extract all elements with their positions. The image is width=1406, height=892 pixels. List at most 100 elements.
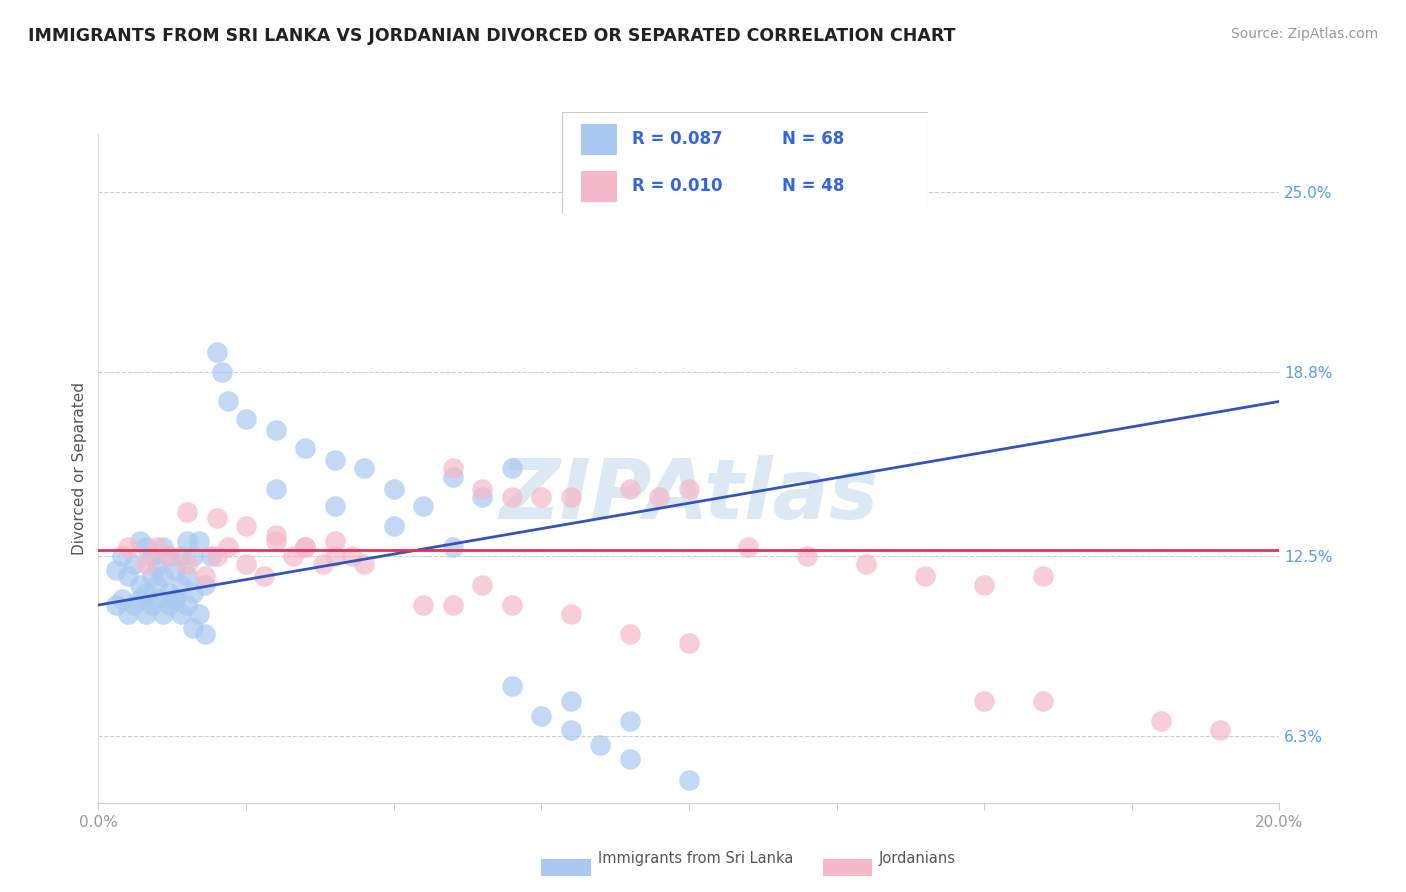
Point	[342, 549, 364, 563]
Point	[176, 569, 198, 583]
Text: Source: ZipAtlas.com: Source: ZipAtlas.com	[1230, 27, 1378, 41]
Point	[117, 540, 139, 554]
Point	[560, 607, 582, 621]
Point	[111, 592, 134, 607]
Point	[105, 563, 128, 577]
Point	[157, 549, 180, 563]
Point	[973, 577, 995, 591]
Point	[323, 549, 346, 563]
Point	[530, 708, 553, 723]
Point	[312, 558, 335, 572]
Point	[128, 592, 150, 607]
Point	[619, 482, 641, 496]
Point	[619, 714, 641, 729]
Point	[170, 607, 193, 621]
Point	[253, 569, 276, 583]
Point	[111, 549, 134, 563]
Point	[135, 586, 157, 600]
Point	[382, 519, 405, 533]
Point	[294, 540, 316, 554]
Text: Immigrants from Sri Lanka: Immigrants from Sri Lanka	[598, 852, 793, 866]
Point	[146, 577, 169, 591]
Point	[678, 636, 700, 650]
Point	[235, 558, 257, 572]
Point	[283, 549, 305, 563]
Point	[501, 461, 523, 475]
Point	[205, 510, 228, 524]
Point	[135, 558, 157, 572]
Point	[501, 598, 523, 612]
Point	[264, 482, 287, 496]
Point	[176, 534, 198, 549]
Point	[141, 549, 163, 563]
Point	[170, 549, 193, 563]
Point	[205, 345, 228, 359]
Y-axis label: Divorced or Separated: Divorced or Separated	[72, 382, 87, 555]
Bar	[581, 124, 617, 154]
Point	[170, 577, 193, 591]
Point	[146, 592, 169, 607]
Point	[235, 412, 257, 426]
Point	[323, 534, 346, 549]
Point	[128, 534, 150, 549]
Point	[146, 540, 169, 554]
Point	[619, 752, 641, 766]
Point	[530, 491, 553, 505]
Text: ZIPAtlas: ZIPAtlas	[499, 455, 879, 535]
Point	[855, 558, 877, 572]
Point	[181, 549, 204, 563]
Text: R = 0.087: R = 0.087	[631, 130, 723, 148]
Point	[323, 452, 346, 467]
Point	[264, 534, 287, 549]
Point	[441, 470, 464, 484]
Point	[501, 680, 523, 694]
Point	[165, 592, 187, 607]
Point	[382, 482, 405, 496]
Text: N = 48: N = 48	[782, 178, 844, 195]
Text: N = 68: N = 68	[782, 130, 844, 148]
Point	[217, 394, 239, 409]
Point	[1150, 714, 1173, 729]
Point	[914, 569, 936, 583]
Point	[501, 491, 523, 505]
Point	[146, 560, 169, 574]
Point	[194, 577, 217, 591]
Point	[1032, 569, 1054, 583]
Bar	[581, 171, 617, 202]
Point	[187, 607, 209, 621]
Point	[1209, 723, 1232, 737]
Point	[165, 592, 187, 607]
Point	[264, 528, 287, 542]
Text: Jordanians: Jordanians	[879, 852, 956, 866]
Point	[973, 694, 995, 708]
Point	[353, 461, 375, 475]
Point	[152, 569, 174, 583]
Point	[560, 694, 582, 708]
Point	[135, 607, 157, 621]
Point	[200, 549, 222, 563]
Point	[353, 558, 375, 572]
Point	[412, 598, 434, 612]
Point	[141, 569, 163, 583]
Point	[157, 586, 180, 600]
Point	[181, 586, 204, 600]
Point	[294, 540, 316, 554]
Point	[176, 598, 198, 612]
Point	[235, 519, 257, 533]
Point	[471, 491, 494, 505]
Point	[264, 424, 287, 438]
Point	[678, 772, 700, 787]
Point	[176, 558, 198, 572]
Point	[471, 577, 494, 591]
Point	[560, 723, 582, 737]
Point	[176, 505, 198, 519]
Point	[117, 607, 139, 621]
Point	[152, 607, 174, 621]
Point	[441, 598, 464, 612]
Point	[157, 598, 180, 612]
Text: R = 0.010: R = 0.010	[631, 178, 723, 195]
Point	[648, 491, 671, 505]
Bar	[823, 858, 872, 876]
Point	[589, 738, 612, 752]
Point	[471, 482, 494, 496]
